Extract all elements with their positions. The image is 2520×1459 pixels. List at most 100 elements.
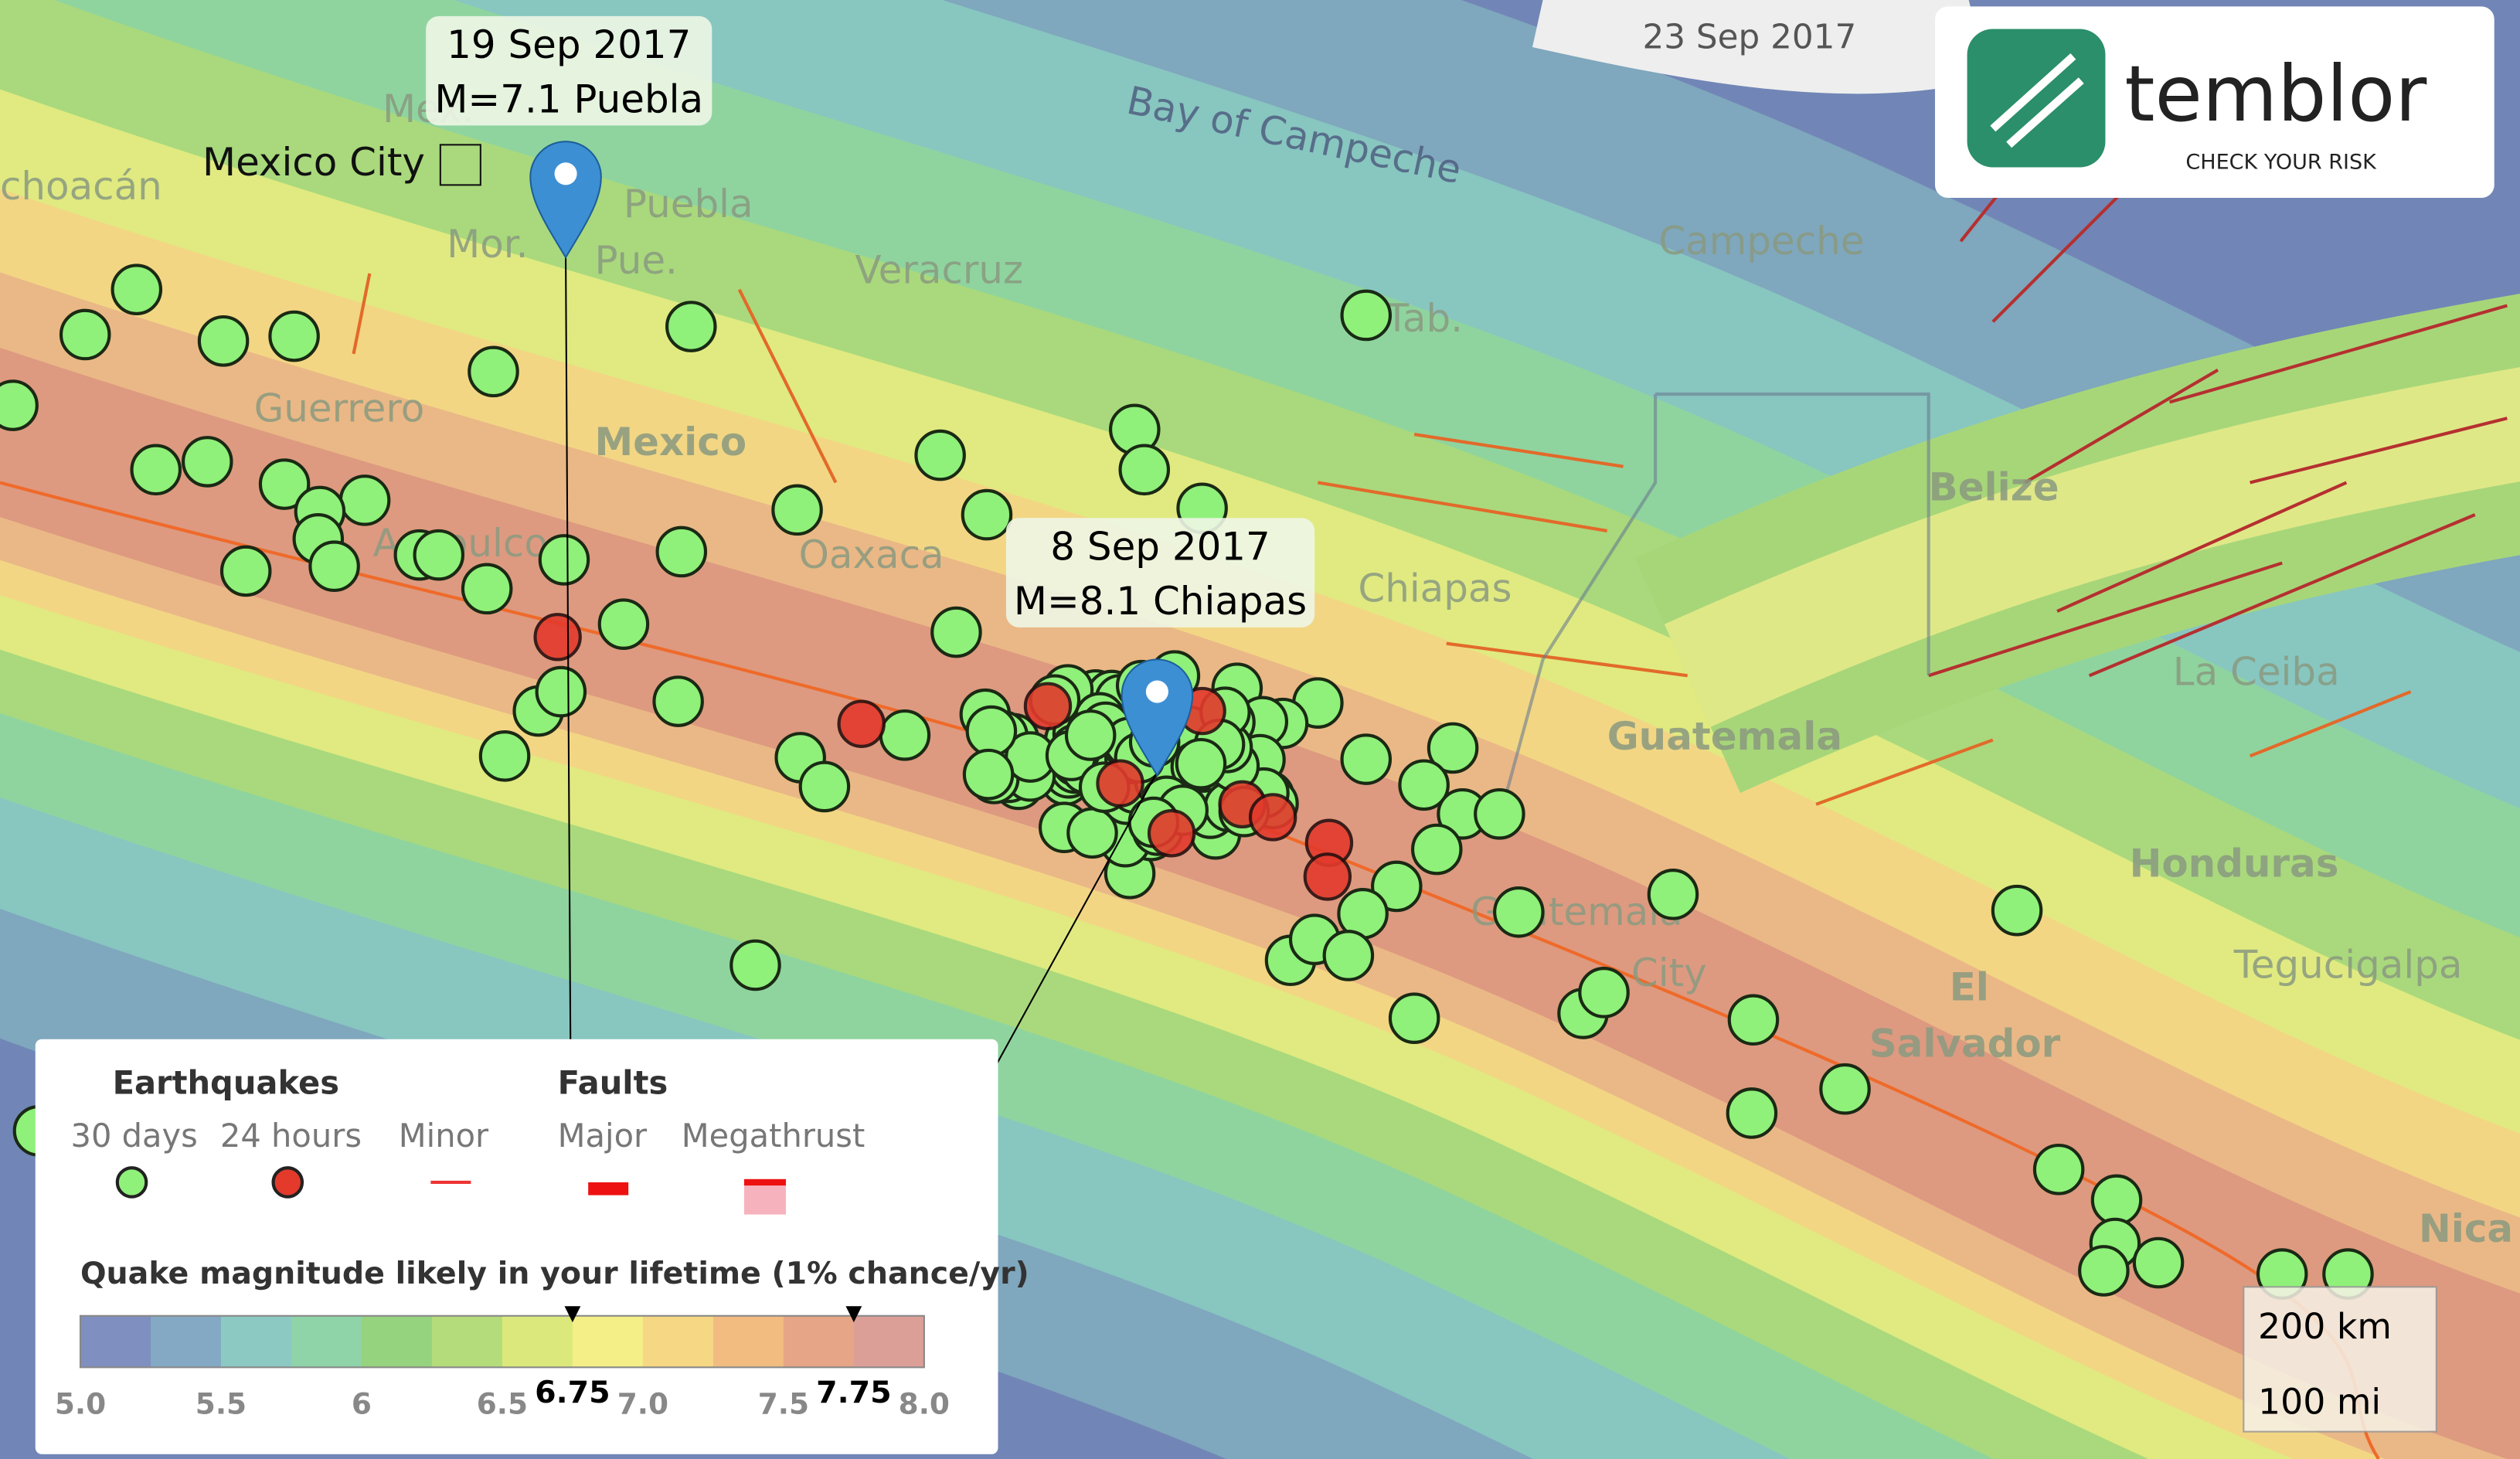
quake-30d: [219, 545, 272, 597]
date: 23 Sep 2017: [1642, 17, 1856, 56]
quake-30d: [111, 264, 163, 315]
colorbar-segment: [361, 1315, 433, 1368]
callout-date: 19 Sep 2017: [447, 22, 691, 67]
quake-24h: [837, 699, 886, 748]
quake-24h: [1303, 852, 1352, 901]
quake-30d: [1340, 289, 1393, 342]
colorbar-tick-label: 6: [352, 1387, 372, 1421]
quake-30d: [182, 436, 233, 488]
quake-30d: [2090, 1174, 2143, 1226]
quake-30d: [1322, 930, 1375, 981]
legend-symbol: [743, 1178, 786, 1186]
quake-30d: [1578, 967, 1630, 1019]
city-label: Mexico City: [202, 140, 425, 185]
place-label: Tegucigalpa: [2233, 943, 2463, 988]
quake-24h: [1147, 809, 1196, 858]
place-label: Mor.: [447, 222, 528, 267]
colorbar-segment: [642, 1315, 714, 1368]
colorbar-tick-label: 6.5: [477, 1387, 528, 1421]
quake-30d: [1398, 759, 1450, 811]
quake-30d: [1726, 1087, 1778, 1139]
colorbar-marker: [564, 1306, 581, 1323]
colorbar-segment: [431, 1315, 503, 1368]
quake-30d: [130, 444, 182, 496]
quake-30d: [2078, 1245, 2130, 1297]
quake-30d: [2032, 1144, 2085, 1195]
quake-24h: [533, 613, 582, 661]
callout-box: [426, 15, 712, 126]
quake-30d: [1371, 860, 1423, 913]
place-label: Salvador: [1869, 1022, 2061, 1066]
quake-30d: [1727, 994, 1780, 1046]
quake-30d: [1340, 733, 1393, 785]
place-label: Tab.: [1385, 296, 1463, 341]
place-label: Honduras: [2130, 841, 2339, 886]
quake-24h: [1023, 682, 1073, 731]
quake-30d: [665, 301, 717, 352]
colorbar-marker-label: 7.75: [816, 1375, 891, 1410]
quake-30d: [1991, 884, 2043, 937]
colorbar-segment: [291, 1315, 362, 1368]
place-label: Pue.: [594, 238, 677, 283]
place-label: El: [1950, 965, 1989, 1010]
legend-symbol: [588, 1182, 629, 1195]
logo: temblor: [2124, 49, 2427, 139]
quake-30d: [962, 748, 1015, 801]
legend-symbol: [115, 1166, 148, 1199]
pin[interactable]: [1121, 658, 1194, 777]
quake-30d: [1493, 886, 1545, 938]
colorbar-marker: [845, 1306, 862, 1323]
quake-30d: [478, 730, 531, 782]
colorbar-segment: [572, 1315, 644, 1368]
quake-30d: [1175, 737, 1227, 790]
quake-30d: [1118, 444, 1171, 496]
colorbar-tick-label: 7.0: [617, 1387, 668, 1421]
quake-30d: [930, 606, 982, 658]
quake-24h: [1248, 793, 1297, 842]
callout-box: [1005, 518, 1315, 627]
quake-30d: [535, 665, 587, 718]
legend-heading: Faults: [558, 1063, 668, 1101]
scale-bar: [2243, 1286, 2437, 1433]
quake-30d: [308, 540, 360, 593]
quake-30d: [914, 429, 966, 481]
quake-30d: [729, 939, 781, 991]
quake-30d: [965, 705, 1018, 757]
quake-30d: [1410, 823, 1463, 876]
place-label: Mexico: [594, 420, 746, 464]
place-label: City: [1631, 951, 1707, 995]
legend-item: 30 days: [71, 1117, 198, 1155]
city-box: [439, 144, 481, 186]
place-label: La Ceiba: [2173, 650, 2340, 695]
place-label: Chiapas: [1358, 566, 1512, 610]
place-label: Guerrero: [254, 386, 425, 430]
quake-30d: [1388, 992, 1440, 1044]
quake-30d: [59, 308, 111, 361]
quake-30d: [1819, 1063, 1871, 1115]
colorbar-segment: [712, 1315, 784, 1368]
logo-icon: [1967, 29, 2106, 168]
colorbar-frame: [79, 1314, 925, 1369]
pin[interactable]: [529, 141, 602, 260]
quake-30d: [468, 345, 519, 398]
colorbar-segment: [150, 1315, 223, 1368]
place-label: Puebla: [624, 182, 753, 226]
quake-30d: [258, 458, 311, 510]
quake-30d: [1474, 787, 1525, 840]
colorbar-tick-label: 8.0: [899, 1387, 950, 1421]
place-label: Campeche: [1658, 219, 1864, 264]
place-label: choacán: [0, 164, 162, 209]
legend-item: Major: [558, 1117, 648, 1155]
scale-title: Quake magnitude likely in your lifetime …: [80, 1256, 1029, 1291]
colorbar-marker-label: 6.75: [535, 1375, 610, 1410]
place-label: Belize: [1929, 464, 2059, 509]
legend-item: Minor: [399, 1117, 489, 1155]
quake-30d: [652, 675, 704, 727]
scale-mi: 100 mi: [2258, 1382, 2381, 1423]
legend-symbol: [271, 1166, 304, 1199]
legend-item: Megathrust: [682, 1117, 865, 1155]
quake-30d: [655, 525, 708, 578]
quake-30d: [771, 484, 823, 536]
quake-30d: [2132, 1236, 2185, 1289]
